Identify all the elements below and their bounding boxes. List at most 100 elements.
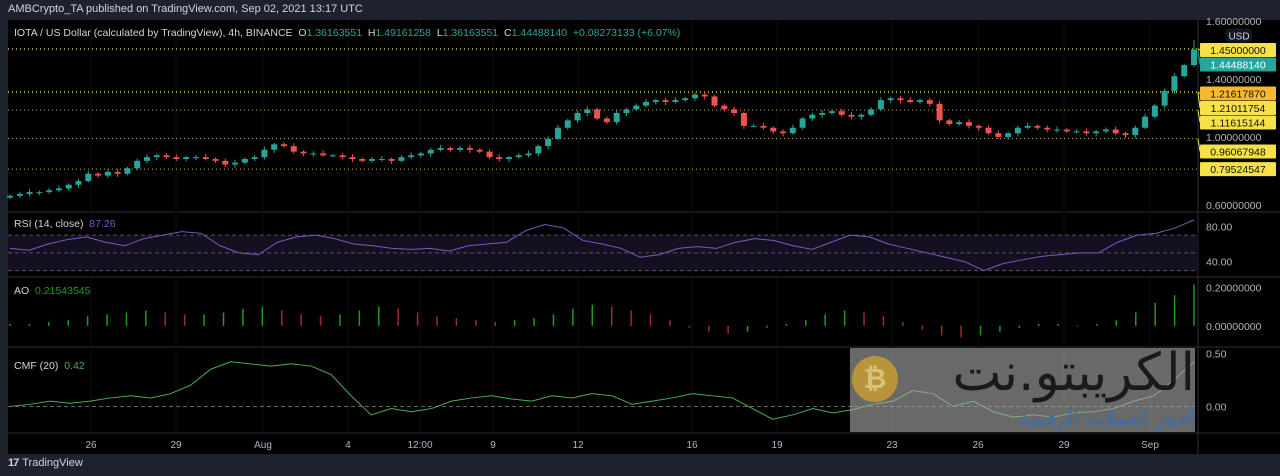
level-price-text: 1.45000000 bbox=[1210, 45, 1266, 57]
candle-body bbox=[584, 109, 591, 113]
candle-body bbox=[652, 100, 659, 102]
level-price-text: 0.96067948 bbox=[1210, 147, 1266, 159]
x-tick-label: 29 bbox=[1058, 440, 1070, 451]
cmf-title: CMF (20) bbox=[14, 360, 59, 372]
candle-body bbox=[65, 184, 72, 189]
high-label: H bbox=[367, 27, 376, 39]
candle-body bbox=[251, 157, 258, 159]
candle-body bbox=[1142, 116, 1149, 128]
x-tick-label: Aug bbox=[254, 440, 272, 451]
candle-body bbox=[545, 138, 552, 147]
candle-body bbox=[887, 98, 894, 101]
candle-body bbox=[1171, 76, 1178, 91]
rsi-legend: RSI (14, close) 87.26 bbox=[14, 218, 116, 230]
ao-value: 0.21543545 bbox=[35, 285, 91, 297]
candle-body bbox=[359, 159, 366, 161]
level-price-text: 0.79524547 bbox=[1210, 164, 1266, 176]
x-tick-label: 4 bbox=[345, 440, 351, 451]
candle-body bbox=[809, 114, 816, 119]
candle-body bbox=[633, 105, 640, 110]
candle-body bbox=[388, 159, 395, 161]
watermark-logo: الكريبتو.نت ₿ أخبار العملات الرقمية bbox=[850, 344, 1195, 432]
level-connector bbox=[1197, 48, 1201, 51]
candle-body bbox=[339, 155, 346, 158]
symbol-legend: IOTA / US Dollar (calculated by TradingV… bbox=[14, 27, 680, 39]
ao-title: AO bbox=[14, 285, 30, 297]
tradingview-brand[interactable]: TradingView bbox=[22, 457, 83, 469]
candle-body bbox=[506, 157, 513, 159]
candle-body bbox=[417, 153, 424, 156]
candle-body bbox=[55, 188, 62, 191]
candle-body bbox=[1112, 129, 1119, 134]
level-price-label bbox=[1200, 115, 1276, 130]
candle-body bbox=[329, 155, 336, 157]
x-tick-label: 19 bbox=[771, 440, 783, 451]
cmf-tick-label: 0.00 bbox=[1206, 401, 1227, 413]
watermark-tagline: أخبار العملات الرقمية bbox=[1018, 406, 1195, 430]
close-label: C bbox=[504, 27, 512, 39]
price-tick-label: 1.40000000 bbox=[1206, 74, 1262, 86]
tradingview-logo-icon: 17 bbox=[8, 457, 19, 469]
currency-badge bbox=[1226, 28, 1252, 43]
level-price-label bbox=[1200, 86, 1276, 101]
high-value: 1.49161258 bbox=[375, 27, 431, 39]
candle-body bbox=[1132, 127, 1139, 136]
candle-body bbox=[1151, 105, 1158, 117]
candle-body bbox=[261, 149, 268, 158]
watermark-name: الكريبتو.نت bbox=[952, 343, 1195, 403]
x-tick-label: 23 bbox=[886, 440, 898, 451]
rsi-title: RSI (14, close) bbox=[14, 218, 84, 230]
candle-body bbox=[202, 157, 209, 159]
footer: 17 TradingView bbox=[8, 457, 83, 469]
candle-body bbox=[1122, 133, 1129, 136]
candle-body bbox=[1102, 129, 1109, 132]
close-value: 1.44488140 bbox=[511, 27, 568, 39]
price-tick-label: 1.00000000 bbox=[1206, 132, 1262, 144]
candle-body bbox=[848, 114, 855, 117]
candle-body bbox=[858, 114, 865, 117]
candle-body bbox=[643, 101, 650, 106]
level-price-label bbox=[1200, 162, 1276, 177]
level-connector bbox=[1197, 109, 1201, 123]
watermark-band bbox=[850, 348, 1195, 432]
candle-body bbox=[613, 113, 620, 123]
x-tick-label: 12 bbox=[572, 440, 584, 451]
candle-body bbox=[75, 181, 82, 185]
candle-body bbox=[985, 127, 992, 134]
candle-body bbox=[398, 157, 405, 161]
ao-tick-label: 0.20000000 bbox=[1206, 283, 1262, 295]
candle-body bbox=[427, 149, 434, 154]
candle-body bbox=[1161, 90, 1168, 106]
publish-info: AMBCrypto_TA published on TradingView.co… bbox=[8, 3, 363, 15]
candle-body bbox=[1181, 65, 1188, 77]
candle-body bbox=[173, 157, 180, 159]
candle-body bbox=[369, 159, 376, 161]
level-price-label bbox=[1200, 43, 1276, 57]
candle-body bbox=[7, 195, 13, 198]
candle-body bbox=[104, 171, 111, 176]
candle-body bbox=[594, 109, 601, 119]
level-price-text: 1.21617870 bbox=[1210, 89, 1266, 101]
low-value: 1.36163551 bbox=[442, 27, 499, 39]
ao-legend: AO 0.21543545 bbox=[14, 285, 91, 297]
candle-body bbox=[956, 122, 963, 125]
candle-body bbox=[124, 168, 131, 174]
candle-body bbox=[143, 157, 150, 161]
level-connector bbox=[1197, 138, 1201, 152]
level-price-text: 1.11615144 bbox=[1211, 118, 1266, 130]
candle-body bbox=[926, 100, 933, 104]
candle-body bbox=[691, 94, 698, 99]
candle-body bbox=[85, 173, 92, 182]
ao-tick-label: 0.00000000 bbox=[1206, 321, 1262, 333]
rsi-pane bbox=[8, 219, 1198, 272]
candle-body bbox=[789, 127, 796, 134]
candle-body bbox=[134, 160, 141, 169]
candle-body bbox=[917, 100, 924, 102]
price-tick-label: 0.60000000 bbox=[1206, 200, 1262, 212]
currency-label: USD bbox=[1228, 32, 1249, 43]
candle-body bbox=[486, 151, 493, 158]
candle-body bbox=[447, 147, 454, 150]
level-connector bbox=[1197, 91, 1201, 94]
cmf-tick-label: 0.50 bbox=[1206, 348, 1227, 360]
candle-body bbox=[603, 118, 610, 123]
